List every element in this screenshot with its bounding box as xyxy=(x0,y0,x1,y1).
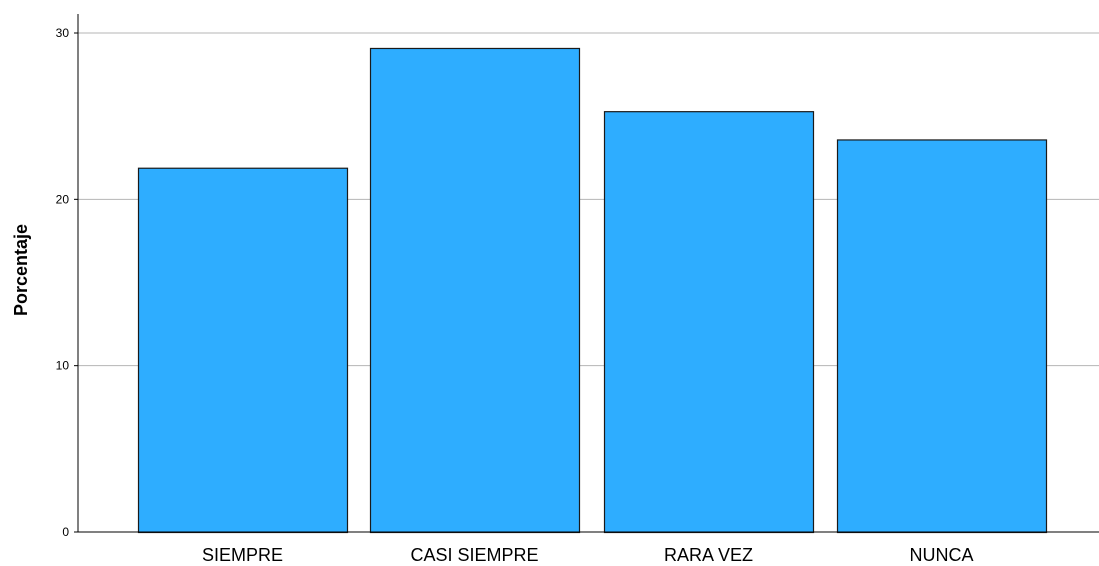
y-tick-label-30: 30 xyxy=(56,26,70,40)
y-tick-label-20: 20 xyxy=(56,192,70,206)
y-axis-title: Porcentaje xyxy=(11,224,31,316)
x-tick-label-casi-siempre: CASI SIEMPRE xyxy=(410,545,538,565)
x-tick-labels: SIEMPRE CASI SIEMPRE RARA VEZ NUNCA xyxy=(202,545,974,565)
x-tick-label-nunca: NUNCA xyxy=(909,545,973,565)
bars xyxy=(137,47,1048,534)
x-tick-label-rara-vez: RARA VEZ xyxy=(664,545,753,565)
axes xyxy=(77,14,1099,533)
y-tick-labels: 0 10 20 30 xyxy=(56,26,78,539)
x-tick-label-siempre: SIEMPRE xyxy=(202,545,283,565)
bar-casi-siempre xyxy=(369,47,581,534)
bar-nunca xyxy=(836,139,1048,534)
y-tick-label-10: 10 xyxy=(56,359,70,373)
bar-rara-vez xyxy=(603,111,815,534)
y-tick-label-0: 0 xyxy=(62,525,69,539)
bar-siempre xyxy=(137,167,349,534)
